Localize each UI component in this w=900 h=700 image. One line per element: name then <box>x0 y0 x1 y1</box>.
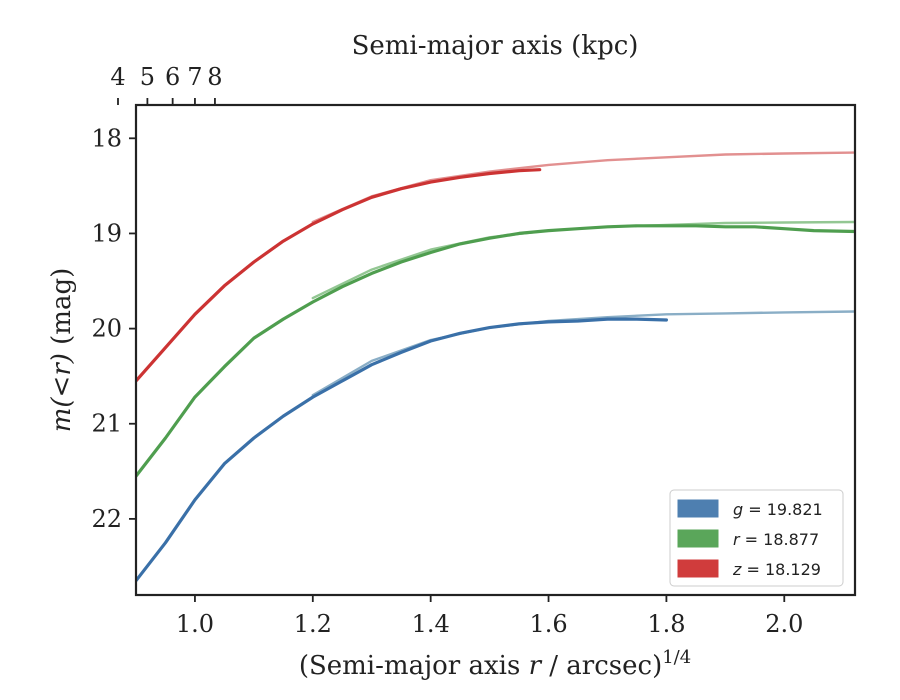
top-x-tick-label: 6 <box>165 63 180 91</box>
legend-label-g: g = 19.821 <box>733 500 823 519</box>
tick-layer: 1.0 1.2 1.4 1.6 1.8 2.0 18 19 20 21 22 4 5 6 7 8 <box>91 63 803 638</box>
series-layer <box>136 151 855 583</box>
y-axis-title: m(<r) (mag) <box>47 268 77 433</box>
top-x-tick-label: 5 <box>140 63 155 91</box>
legend-label-z: z = 18.129 <box>732 560 821 579</box>
series-data-line-z <box>136 168 542 383</box>
legend: g = 19.821 r = 18.877 z = 18.129 <box>669 489 844 587</box>
y-tick-label: 21 <box>91 410 122 438</box>
y-tick-label: 19 <box>91 219 122 247</box>
x-axis-title: (Semi-major axis r / arcsec)1/4 <box>299 647 691 681</box>
legend-label-r: r = 18.877 <box>733 530 819 549</box>
top-x-tick-label: 8 <box>207 63 222 91</box>
x-tick-label: 1.4 <box>412 610 450 638</box>
x-tick-label: 1.8 <box>647 610 685 638</box>
x-tick-label: 1.2 <box>294 610 332 638</box>
legend-swatch-z <box>677 559 719 578</box>
top-x-tick-label: 4 <box>110 63 125 91</box>
series-model-line-g <box>311 310 855 397</box>
y-tick-label: 20 <box>91 315 122 343</box>
y-tick-label: 22 <box>91 505 122 533</box>
top-axis-title: Semi-major axis (kpc) <box>352 31 639 61</box>
series-data-line-r <box>136 224 855 478</box>
plot-frame <box>134 103 857 597</box>
y-tick-label: 18 <box>91 124 122 152</box>
x-tick-label: 2.0 <box>765 610 803 638</box>
top-x-tick-label: 7 <box>187 63 202 91</box>
legend-swatch-g <box>677 499 719 518</box>
x-tick-label: 1.6 <box>529 610 567 638</box>
x-tick-label: 1.0 <box>176 610 214 638</box>
series-data-line-g <box>136 317 669 583</box>
legend-swatch-r <box>677 529 719 548</box>
